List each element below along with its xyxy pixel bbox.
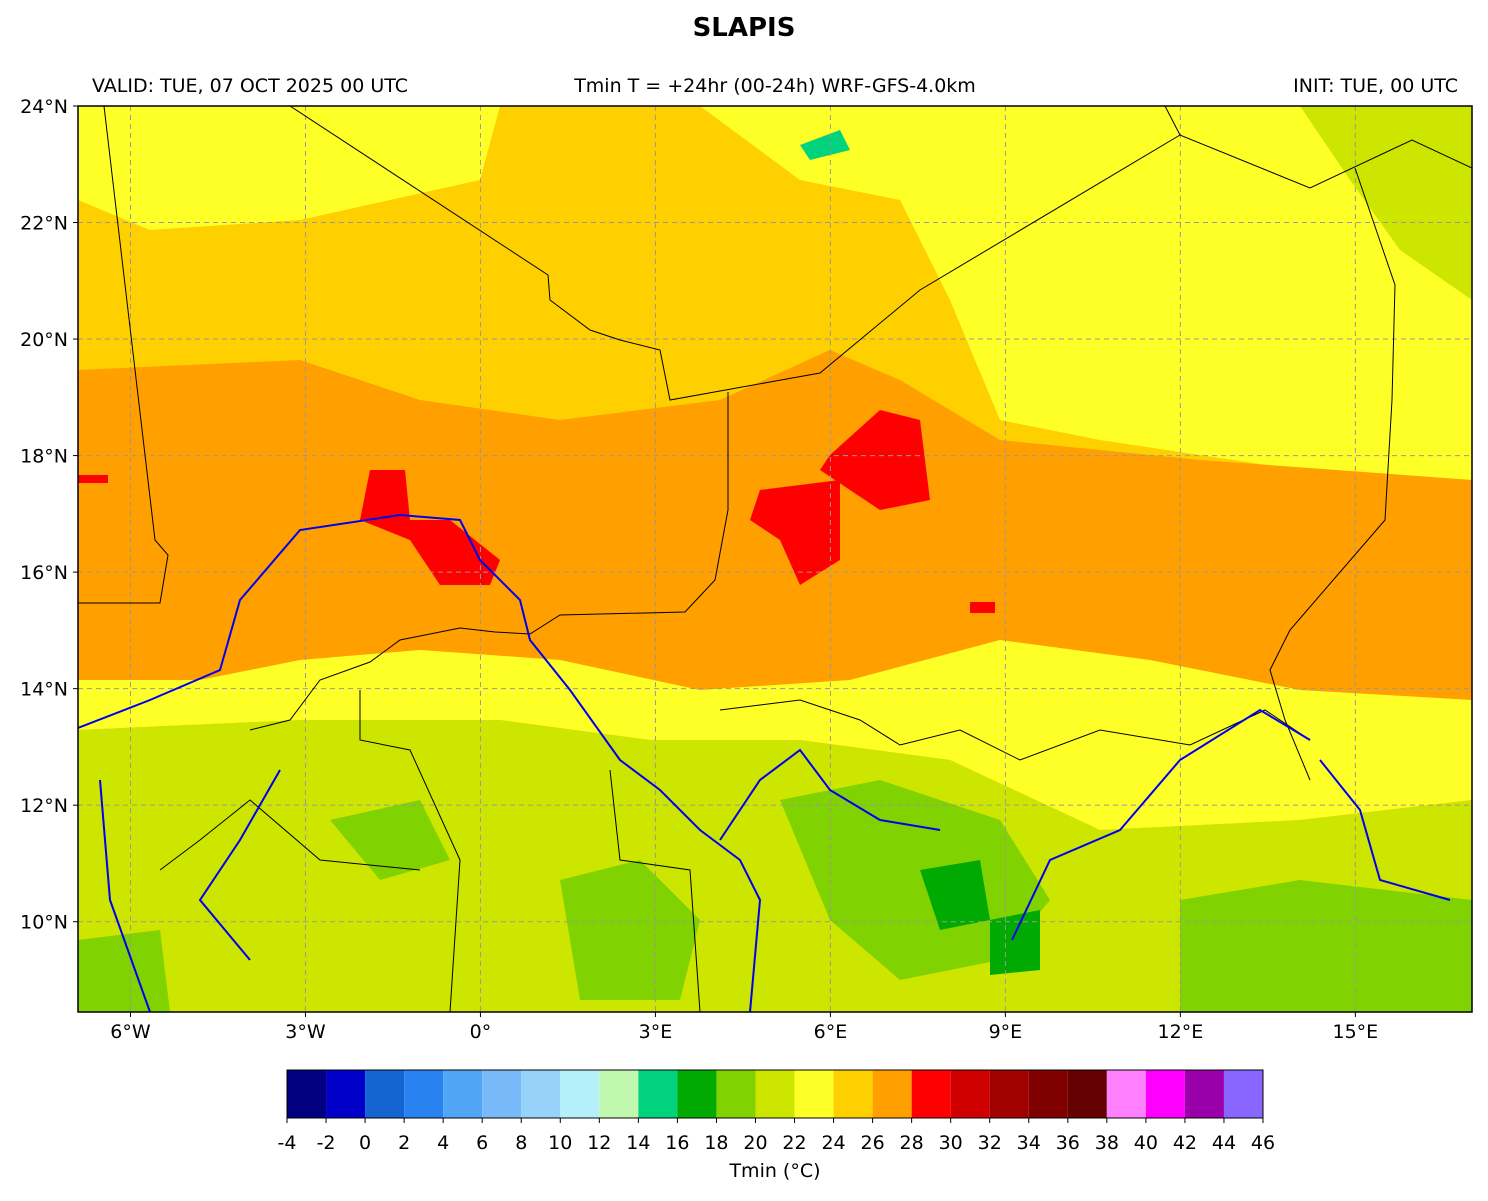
lat-tick-label: 24°N (20, 96, 68, 118)
borders (78, 106, 1472, 1012)
field-region (78, 106, 500, 230)
lat-tick-label: 22°N (20, 213, 68, 235)
colorbar-tick-label: 16 (665, 1132, 689, 1154)
colorbar-tick-label: 22 (782, 1132, 806, 1154)
field-region (1180, 880, 1472, 1012)
field-region (780, 780, 1050, 980)
colorbar-tick-label: 32 (978, 1132, 1002, 1154)
colorbar-tick-label: 26 (861, 1132, 885, 1154)
colorbar-segment (482, 1070, 522, 1118)
field-region (360, 470, 500, 585)
colorbar-segment (560, 1070, 600, 1118)
field-region (800, 130, 850, 160)
colorbar-segment (677, 1070, 717, 1118)
lat-tick-label: 18°N (20, 446, 68, 468)
colorbar-segment (1028, 1070, 1068, 1118)
colorbar-tick-label: 40 (1134, 1132, 1158, 1154)
colorbar-segment (794, 1070, 834, 1118)
field-region (78, 640, 1472, 830)
colorbar-tick-label: 4 (437, 1132, 449, 1154)
rivers (78, 513, 1451, 1012)
lat-tick-label: 10°N (20, 912, 68, 934)
lon-tick-label: 6°W (110, 1021, 151, 1043)
field-region (78, 930, 170, 1012)
field-region (920, 860, 990, 930)
field-region (78, 720, 1472, 1012)
field-region (560, 860, 700, 1000)
colorbar-segment (950, 1070, 990, 1118)
colorbar-segment (989, 1070, 1029, 1118)
valid-time: VALID: TUE, 07 OCT 2025 00 UTC (92, 75, 408, 97)
colorbar-segment (365, 1070, 405, 1118)
colorbar-segment (326, 1070, 366, 1118)
lon-tick-label: 9°E (989, 1021, 1023, 1043)
field-region (78, 475, 108, 483)
colorbar-segment (521, 1070, 561, 1118)
temperature-field (78, 106, 1472, 1012)
colorbar-segment (872, 1070, 912, 1118)
lon-tick-label: 3°E (639, 1021, 673, 1043)
colorbar-segment (755, 1070, 795, 1118)
colorbar-tick-label: 0 (359, 1132, 371, 1154)
map-frame (77, 105, 1473, 1013)
colorbar-tick-label: 38 (1095, 1132, 1119, 1154)
colorbar-tick-label: 28 (900, 1132, 924, 1154)
colorbar-tick-label: 12 (587, 1132, 611, 1154)
colorbar-segment (716, 1070, 756, 1118)
init-time: INIT: TUE, 00 UTC (1293, 75, 1458, 97)
colorbar-tick-label: 8 (515, 1132, 527, 1154)
lon-tick-label: 12°E (1158, 1021, 1204, 1043)
colorbar-tick-label: 24 (821, 1132, 845, 1154)
colorbar-segment (1067, 1070, 1107, 1118)
field-region (970, 602, 995, 613)
lat-tick-label: 14°N (20, 679, 68, 701)
colorbar-segment (638, 1070, 678, 1118)
colorbar-tick-label: 42 (1173, 1132, 1197, 1154)
lon-tick-label: 3°W (285, 1021, 326, 1043)
field-region (700, 106, 1472, 480)
colorbar-tick-label: 36 (1056, 1132, 1080, 1154)
colorbar-segment (404, 1070, 444, 1118)
colorbar-tick-label: -2 (317, 1132, 336, 1154)
colorbar-tick-label: 30 (939, 1132, 963, 1154)
field-region (330, 800, 450, 880)
field-region (750, 480, 840, 585)
colorbar-tick-label: 44 (1212, 1132, 1236, 1154)
colorbar-segment (911, 1070, 951, 1118)
lon-tick-label: 15°E (1333, 1021, 1379, 1043)
colorbar-frame (286, 1069, 1264, 1119)
colorbar-tick-label: 46 (1251, 1132, 1275, 1154)
field-region (1300, 106, 1472, 300)
lat-tick-label: 12°N (20, 795, 68, 817)
product: Tmin T = +24hr (00-24h) WRF-GFS-4.0km (573, 75, 976, 97)
colorbar-label: Tmin (°C) (728, 1160, 820, 1182)
field-region (990, 910, 1040, 975)
lat-tick-label: 20°N (20, 329, 68, 351)
colorbar-segment (1145, 1070, 1185, 1118)
colorbar-tick-label: 20 (743, 1132, 767, 1154)
field-region (820, 410, 930, 510)
colorbar-segment (443, 1070, 483, 1118)
colorbar-tick-label: 10 (548, 1132, 572, 1154)
lat-tick-label: 16°N (20, 562, 68, 584)
title: SLAPIS (693, 13, 796, 43)
colorbar-segment (833, 1070, 873, 1118)
colorbar-segment (1184, 1070, 1224, 1118)
colorbar-tick-label: 18 (704, 1132, 728, 1154)
colorbar-segment (1223, 1070, 1263, 1118)
colorbar-tick-label: 2 (398, 1132, 410, 1154)
colorbar-tick-label: 34 (1017, 1132, 1041, 1154)
colorbar-tick-label: 6 (476, 1132, 488, 1154)
colorbar-segment (599, 1070, 639, 1118)
lon-tick-label: 6°E (814, 1021, 848, 1043)
colorbar-segment (287, 1070, 327, 1118)
colorbar-tick-label: 14 (626, 1132, 650, 1154)
colorbar-tick-label: -4 (278, 1132, 297, 1154)
colorbar-segment (1106, 1070, 1146, 1118)
lon-tick-label: 0° (470, 1021, 492, 1043)
colorbar: -4 -2 0 2 4 6 8 10 12 14 16 18 20 22 24 26 28 30 32 34 36 38 4… (278, 1069, 1275, 1154)
